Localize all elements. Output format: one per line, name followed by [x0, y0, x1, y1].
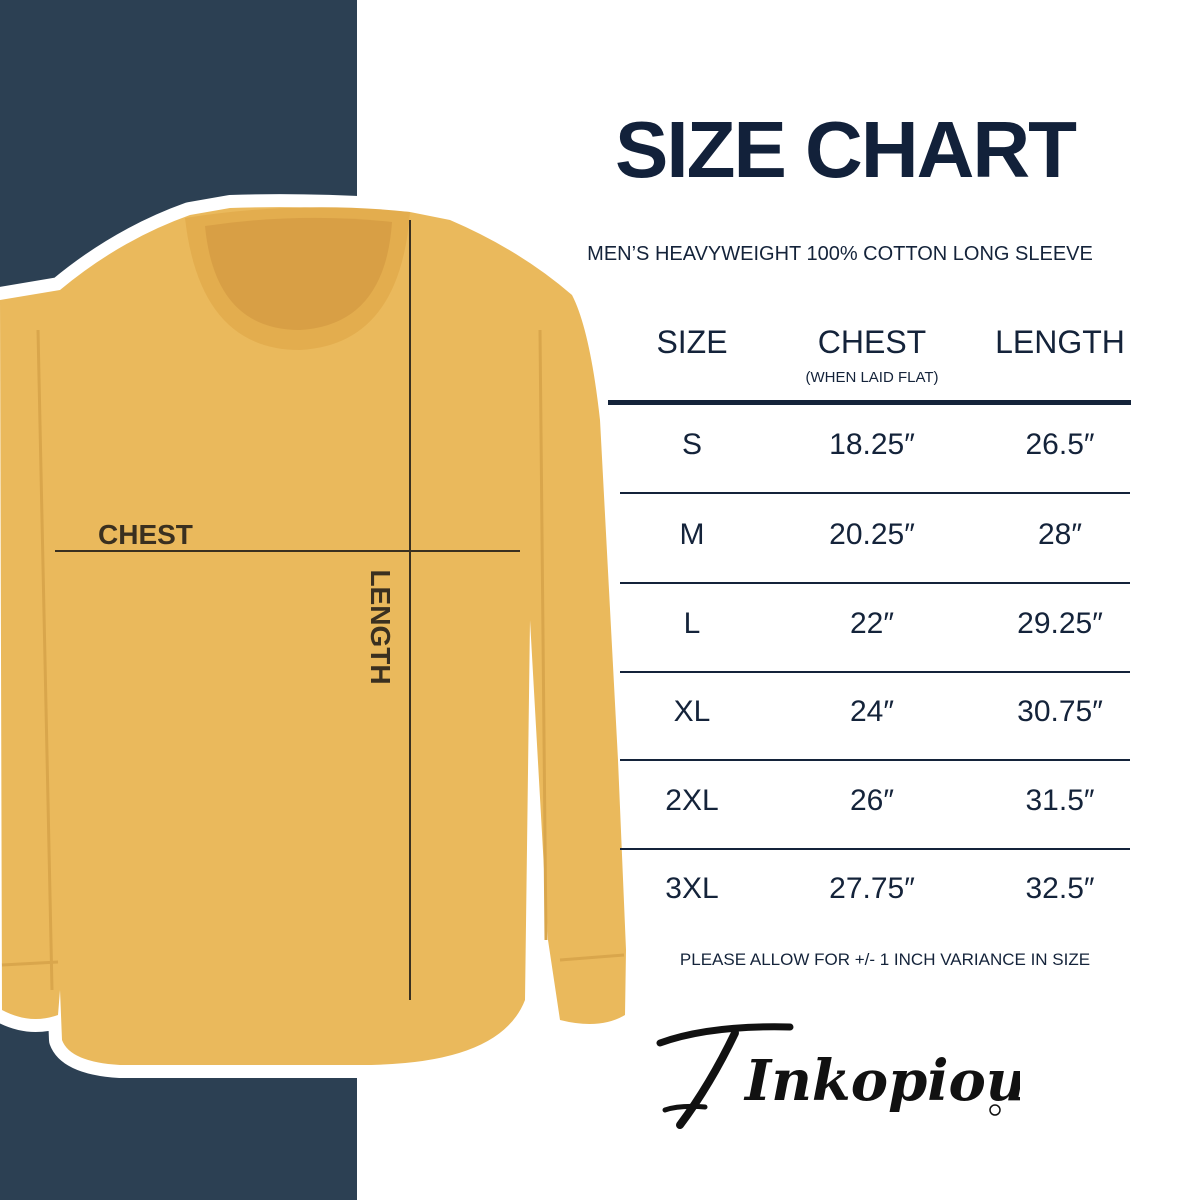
cell-length: 31.5″: [1025, 784, 1095, 817]
header-divider: [608, 400, 1131, 405]
cell-size: 3XL: [665, 872, 719, 905]
cell-size: S: [681, 428, 702, 461]
cell-chest: 24″: [850, 695, 894, 728]
cell-size: M: [679, 518, 705, 551]
row-divider: [620, 582, 1130, 584]
cell-chest: 18.25″: [829, 428, 915, 461]
cell-chest: 20.25″: [829, 518, 915, 551]
cell-size: XL: [673, 695, 711, 728]
row-divider: [620, 759, 1130, 761]
cell-length: 26.5″: [1025, 428, 1095, 461]
subtitle: MEN’S HEAVYWEIGHT 100% COTTON LONG SLEEV…: [587, 243, 1093, 265]
cell-chest: 26″: [850, 784, 894, 817]
header-chest: CHEST: [817, 324, 927, 360]
header-size: SIZE: [656, 324, 728, 360]
page-title: SIZE CHART: [615, 105, 1077, 194]
cell-length: 29.25″: [1017, 607, 1103, 640]
cell-length: 28″: [1038, 518, 1082, 551]
chest-note: (WHEN LAID FLAT): [805, 369, 939, 386]
row-divider: [620, 492, 1130, 494]
shirt-body: [0, 207, 626, 1066]
variance-note: PLEASE ALLOW FOR +/- 1 INCH VARIANCE IN …: [679, 950, 1091, 969]
cell-chest: 22″: [850, 607, 894, 640]
brand-logo: Inkopious: [656, 1023, 1020, 1129]
header-length: LENGTH: [995, 324, 1125, 360]
row-divider: [620, 848, 1130, 850]
cell-chest: 27.75″: [829, 872, 915, 905]
length-label: LENGTH: [365, 569, 396, 685]
svg-text:Inkopious: Inkopious: [743, 1048, 1020, 1114]
cell-size: L: [683, 607, 701, 640]
cell-length: 30.75″: [1017, 695, 1103, 728]
cell-length: 32.5″: [1025, 872, 1095, 905]
chest-label: CHEST: [98, 519, 193, 550]
cell-size: 2XL: [665, 784, 719, 817]
row-divider: [620, 671, 1130, 673]
shirt-illustration: [0, 194, 639, 1078]
